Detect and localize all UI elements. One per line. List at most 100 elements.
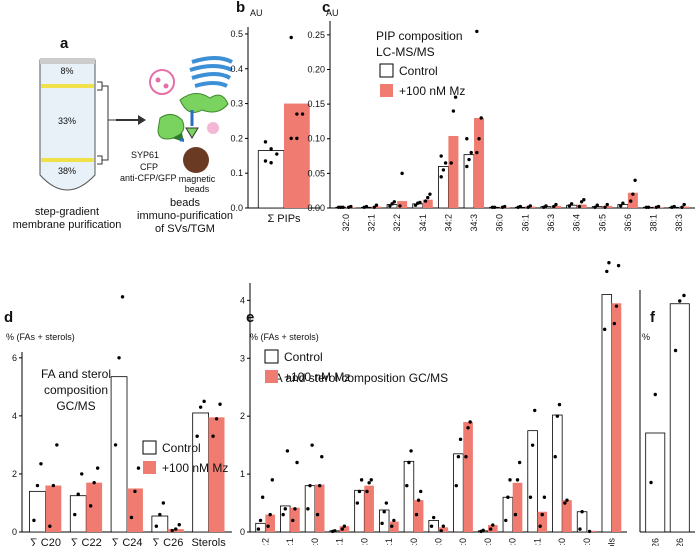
x-tick-label: 38:1: [649, 214, 659, 232]
data-point: [528, 495, 533, 499]
data-point: [263, 140, 268, 144]
data-point: [595, 203, 599, 207]
x-tick-label: 20:0: [310, 538, 320, 546]
vesicle: [149, 69, 175, 95]
data-point: [270, 478, 275, 482]
x-tick-label: ∑ C20: [30, 537, 61, 546]
legend-label: +100 nM Mz: [284, 370, 350, 384]
data-point: [177, 523, 181, 527]
y-axis-label: % (FAs + sterols): [6, 332, 75, 342]
x-tick-label: h24:1: [532, 538, 542, 546]
data-point: [656, 204, 661, 209]
data-point: [333, 529, 337, 533]
data-point: [295, 112, 299, 116]
tube-label: 38%: [58, 166, 76, 176]
bar: [627, 192, 638, 208]
data-point: [439, 529, 443, 533]
data-point: [285, 449, 290, 453]
chart-title: LC-MS/MS: [376, 45, 435, 59]
data-point: [340, 527, 344, 531]
data-point: [672, 204, 676, 209]
data-point: [538, 524, 542, 528]
y-tick-label: 6: [12, 353, 17, 363]
data-point: [628, 199, 633, 203]
x-tick-label: 26:0: [434, 538, 444, 546]
data-point: [275, 152, 279, 156]
data-point: [441, 524, 446, 528]
data-point: [306, 507, 310, 511]
data-point: [258, 518, 263, 523]
y-tick-label: 2: [240, 411, 245, 421]
data-point: [454, 483, 458, 488]
data-point: [32, 518, 36, 523]
data-point: [451, 109, 456, 113]
arrow-head: [138, 115, 146, 125]
data-point: [310, 443, 314, 447]
data-point: [515, 478, 520, 482]
data-point: [469, 150, 473, 155]
data-point: [633, 178, 637, 182]
bar: [314, 484, 325, 532]
data-point: [202, 399, 206, 404]
data-point: [466, 426, 470, 430]
data-point: [48, 524, 52, 528]
bar: [512, 482, 523, 532]
data-point: [382, 510, 386, 514]
y-tick-label: 0.05: [307, 168, 325, 178]
data-point: [563, 501, 567, 505]
data-point: [92, 480, 96, 485]
x-tick-label: h24+h26: [675, 538, 685, 546]
data-point: [384, 501, 389, 505]
data-point: [542, 495, 547, 499]
bar: [502, 496, 514, 533]
data-point: [269, 161, 273, 165]
data-point: [400, 171, 404, 176]
y-tick-label: 0.3: [230, 99, 243, 109]
y-axis-label: % (FAs + sterols): [250, 332, 319, 342]
data-point: [117, 356, 121, 360]
x-tick-label: Σ PIPs: [267, 213, 301, 225]
x-tick-label: 36:5: [597, 214, 607, 232]
vesicle: [163, 83, 169, 89]
y-tick-label: 0.20: [307, 64, 325, 74]
data-point: [281, 512, 285, 517]
y-tick-label: 3: [240, 353, 245, 363]
data-point: [198, 405, 203, 409]
data-point: [51, 483, 56, 488]
data-point: [544, 204, 548, 208]
data-point: [513, 512, 518, 517]
x-tick-label: h20:0: [483, 538, 493, 546]
data-point: [413, 203, 418, 207]
bar: [453, 453, 464, 533]
data-point: [607, 261, 611, 265]
y-tick-label: 0.5: [230, 29, 243, 39]
data-point: [73, 512, 77, 517]
data-point: [317, 483, 322, 488]
data-point: [441, 168, 446, 172]
data-point: [39, 462, 43, 466]
bar: [602, 205, 613, 208]
data-point: [390, 202, 394, 206]
data-point: [136, 466, 141, 470]
bar: [552, 414, 563, 533]
data-point: [357, 489, 362, 494]
data-point: [120, 295, 125, 299]
x-tick-label: Sterols: [191, 537, 226, 546]
y-axis-label: AU: [250, 8, 263, 18]
sv: [157, 114, 185, 140]
data-point: [256, 527, 261, 531]
bar: [389, 521, 399, 532]
data-point: [456, 455, 461, 459]
x-tick-label: h24:0: [557, 538, 567, 546]
data-point: [269, 147, 273, 151]
legend-swatch: [379, 63, 394, 78]
y-tick-label: 1: [240, 469, 245, 479]
data-point: [372, 205, 376, 210]
x-tick-label: ∑ C26: [152, 537, 183, 546]
data-point: [593, 205, 597, 210]
caption: beads: [170, 197, 200, 209]
data-point: [579, 200, 584, 204]
x-tick-label: h22:0: [508, 538, 518, 546]
data-point: [214, 417, 219, 421]
panel-letter: d: [4, 309, 13, 326]
